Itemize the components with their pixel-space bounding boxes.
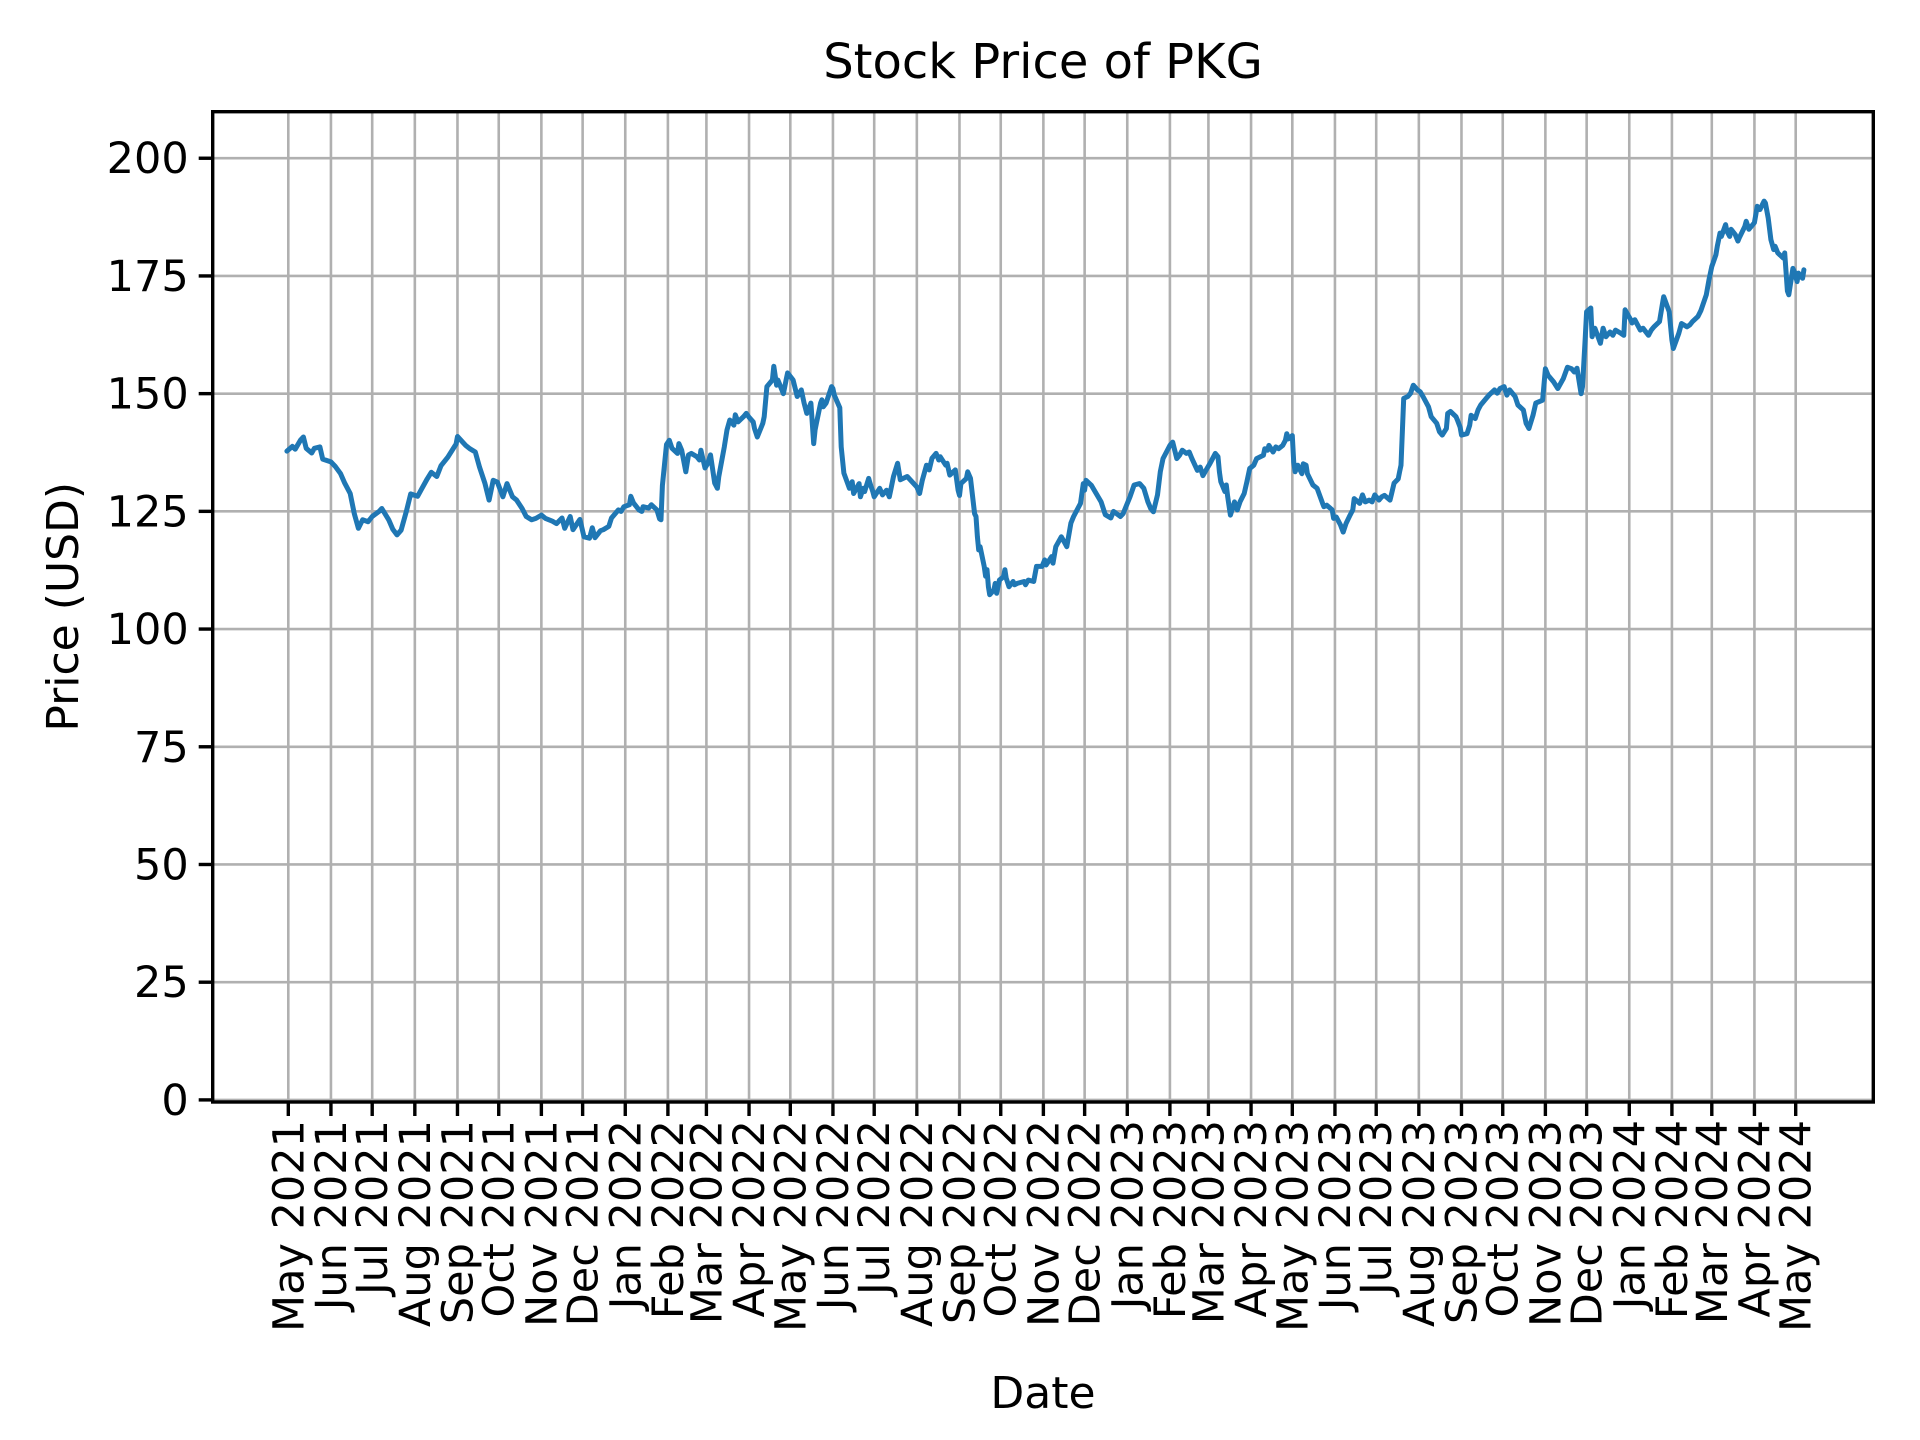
x-tick-label: Apr 2024: [1730, 1120, 1780, 1318]
x-tick-label: Sep 2022: [935, 1120, 985, 1324]
x-tick-label: Aug 2023: [1395, 1120, 1445, 1327]
y-tick-label: 0: [161, 1076, 188, 1126]
y-tick-marks: [198, 156, 213, 1102]
y-tick-label: 150: [107, 370, 189, 420]
x-tick-label: Aug 2021: [391, 1120, 441, 1327]
x-tick-label: Jul 2023: [1352, 1120, 1402, 1298]
x-tick-label: Nov 2022: [1019, 1120, 1069, 1327]
x-axis-label: Date: [990, 1368, 1095, 1419]
x-tick-label: Sep 2023: [1437, 1120, 1487, 1324]
x-tick-label: Nov 2023: [1521, 1120, 1571, 1327]
x-tick-label: Jun 2023: [1311, 1120, 1361, 1313]
x-tick-label: Oct 2023: [1479, 1120, 1529, 1317]
x-tick-label: Sep 2021: [433, 1120, 483, 1324]
x-tick-label: Jan 2022: [601, 1120, 651, 1312]
y-axis-label: Price (USD): [38, 482, 89, 732]
chart-title: Stock Price of PKG: [823, 34, 1263, 90]
y-tick-labels: 0 25 50 75 100 125 150 175 200: [107, 134, 189, 1126]
x-tick-label: Jan 2024: [1605, 1120, 1655, 1312]
x-tick-label: Mar 2022: [682, 1120, 732, 1324]
x-tick-label: May 2022: [766, 1120, 816, 1332]
x-tick-label: Mar 2023: [1184, 1120, 1234, 1324]
x-tick-label: Feb 2022: [644, 1120, 694, 1319]
y-tick-label: 75: [134, 723, 189, 773]
x-tick-label: May 2024: [1772, 1120, 1822, 1332]
price-line: [284, 198, 1807, 598]
x-tick-label: Dec 2021: [559, 1120, 609, 1326]
y-tick-label: 25: [134, 958, 189, 1008]
x-tick-label: Apr 2023: [1227, 1120, 1277, 1318]
y-tick-label: 100: [107, 605, 189, 655]
x-tick-label: Jul 2021: [348, 1120, 398, 1298]
x-tick-label: May 2023: [1268, 1120, 1318, 1332]
x-tick-label: Nov 2021: [517, 1120, 567, 1327]
x-tick-label: Jul 2022: [850, 1120, 900, 1298]
x-tick-marks: [286, 1102, 1798, 1116]
y-tick-label: 200: [107, 134, 189, 184]
price-line-series: [284, 198, 1807, 598]
x-tick-label: May 2021: [264, 1120, 314, 1332]
x-tick-label: Jan 2023: [1103, 1120, 1153, 1312]
x-tick-label: Oct 2022: [977, 1120, 1027, 1317]
y-tick-label: 125: [107, 487, 189, 537]
x-tick-label: Mar 2024: [1688, 1120, 1738, 1324]
x-tick-label: Jun 2021: [307, 1120, 357, 1313]
x-tick-label: Feb 2024: [1648, 1120, 1698, 1319]
x-tick-label: Oct 2021: [475, 1120, 525, 1317]
x-tick-label: Aug 2022: [893, 1120, 943, 1327]
y-tick-label: 50: [134, 840, 189, 890]
x-tick-label: Jun 2022: [809, 1120, 859, 1313]
x-tick-label: Dec 2023: [1563, 1120, 1613, 1326]
y-gridlines: [212, 156, 1874, 1102]
y-tick-label: 175: [107, 252, 189, 302]
x-tick-label: Dec 2022: [1061, 1120, 1111, 1326]
x-tick-label: Apr 2022: [725, 1120, 775, 1318]
x-tick-label: Feb 2023: [1146, 1120, 1196, 1319]
